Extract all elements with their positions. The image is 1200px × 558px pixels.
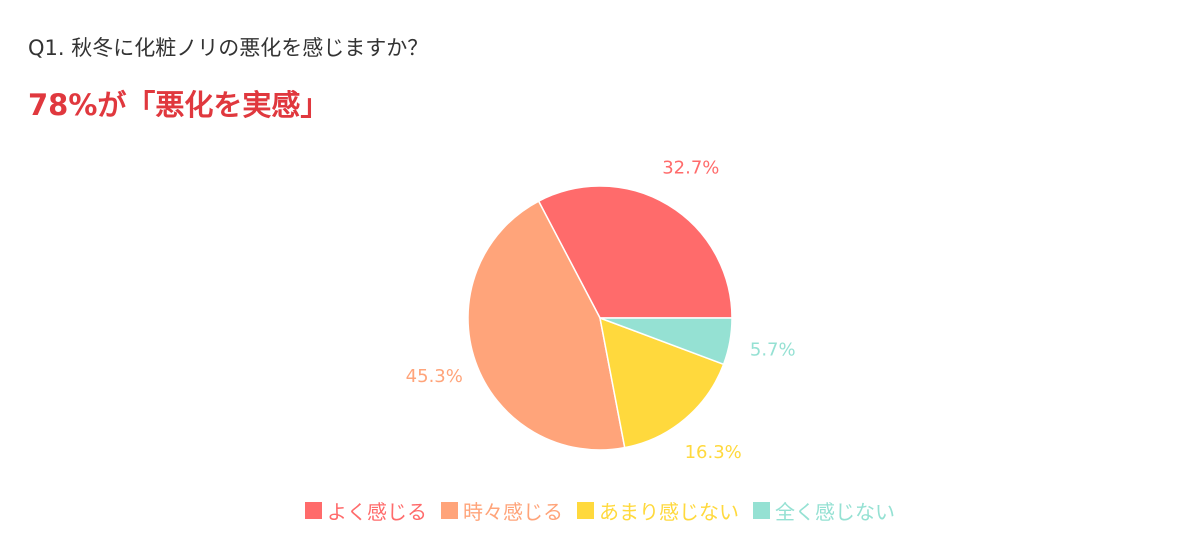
data-label: 32.7% — [662, 158, 719, 179]
legend-item[interactable]: 全く感じない — [753, 496, 895, 525]
legend: よく感じる 時々感じる あまり感じない 全く感じない — [0, 496, 1200, 525]
legend-swatch — [441, 502, 458, 519]
pie-slice-3 — [599, 317, 733, 366]
legend-swatch — [577, 502, 594, 519]
pie-slice-0 — [537, 185, 733, 319]
legend-label: よく感じる — [327, 500, 427, 524]
data-label: 16.3% — [685, 442, 742, 463]
data-label: 45.3% — [406, 366, 463, 387]
legend-label: 全く感じない — [775, 500, 895, 524]
pie-slice-2 — [599, 316, 725, 449]
legend-label: あまり感じない — [599, 500, 739, 524]
legend-swatch — [753, 502, 770, 519]
legend-swatch — [305, 502, 322, 519]
data-label: 5.7% — [750, 339, 796, 360]
legend-label: 時々感じる — [463, 500, 563, 524]
legend-item[interactable]: 時々感じる — [441, 496, 563, 525]
legend-item[interactable]: よく感じる — [305, 496, 427, 525]
question-title: Q1. 秋冬に化粧ノリの悪化を感じますか？ — [28, 36, 429, 60]
pie-slice-1 — [467, 200, 626, 451]
legend-item[interactable]: あまり感じない — [577, 496, 739, 525]
headline: 78%が「悪化を実感」 — [28, 88, 330, 122]
